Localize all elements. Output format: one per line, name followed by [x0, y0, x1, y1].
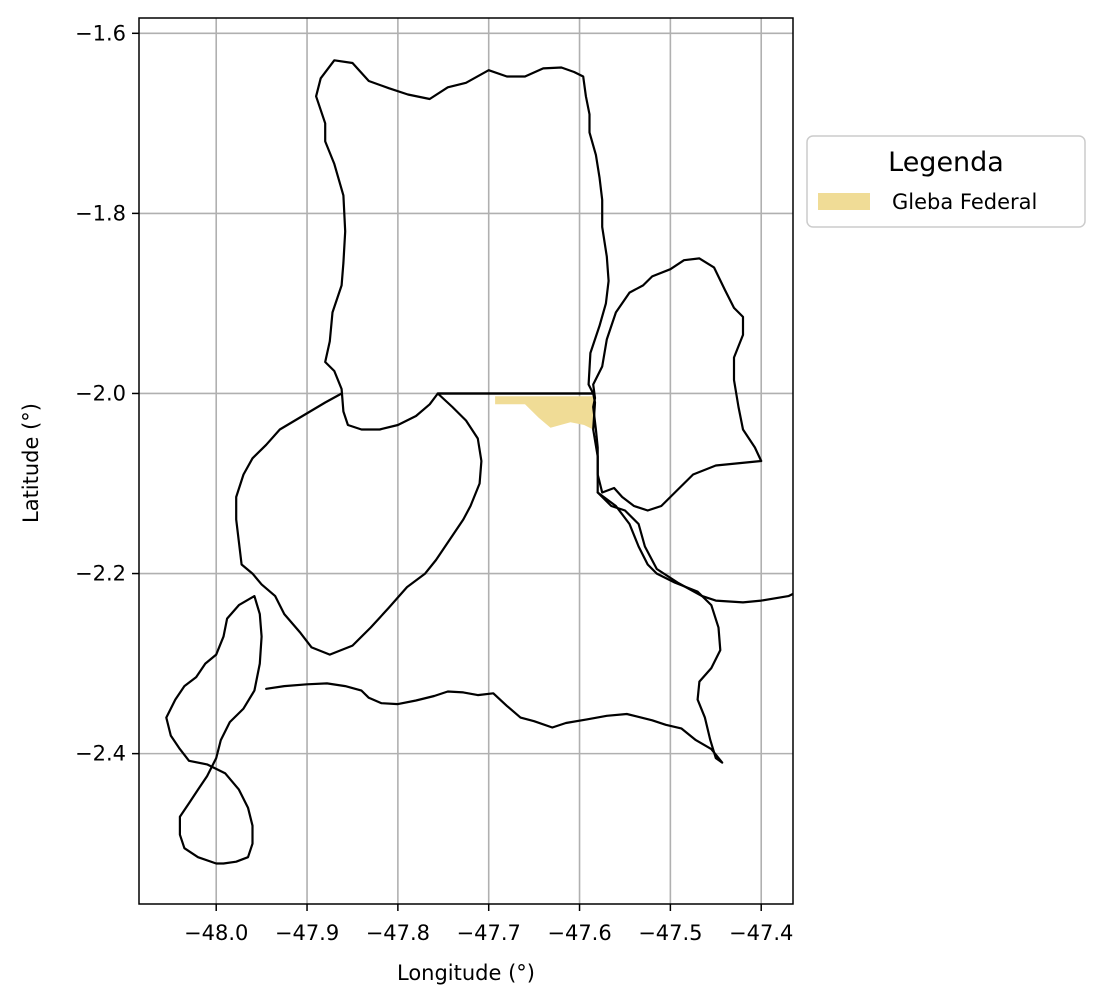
legend-title: Legenda	[888, 147, 1004, 178]
x-tick-label-6: −47.4	[729, 921, 793, 945]
boundary-south-region	[165, 595, 263, 865]
x-axis-label: Longitude (°)	[397, 961, 535, 985]
boundary-north-region	[315, 59, 610, 431]
x-tick-label-5: −47.5	[638, 921, 702, 945]
y-tick-label-0: −1.6	[75, 21, 126, 45]
boundary-southeast-region	[265, 491, 724, 764]
x-tick-label-2: −47.8	[366, 921, 430, 945]
axis-ticks: −48.0 −47.9 −47.8 −47.7 −47.6 −47.5 −47.4 −1.6 −…	[75, 21, 793, 945]
y-tick-label-3: −2.2	[75, 562, 126, 586]
boundary-northeast-region	[592, 257, 763, 512]
boundary-central-region	[436, 392, 793, 604]
y-tick-label-2: −2.0	[75, 381, 126, 405]
x-tick-label-0: −48.0	[184, 921, 248, 945]
y-axis-label: Latitude (°)	[19, 403, 43, 523]
x-tick-label-3: −47.7	[457, 921, 521, 945]
boundary-west-region	[235, 392, 483, 656]
x-tick-label-1: −47.9	[275, 921, 339, 945]
legend: Legenda Gleba Federal	[806, 135, 1086, 228]
map-data-layer	[165, 59, 793, 865]
legend-box	[806, 135, 1086, 228]
y-tick-label-1: −1.8	[75, 201, 126, 225]
gleba-federal-area	[495, 396, 596, 430]
y-tick-label-4: −2.4	[75, 742, 126, 766]
plot-frame	[138, 17, 794, 905]
legend-label-gleba-federal: Gleba Federal	[892, 190, 1037, 214]
x-tick-label-4: −47.6	[547, 921, 611, 945]
legend-swatch-gleba-federal	[818, 193, 870, 210]
